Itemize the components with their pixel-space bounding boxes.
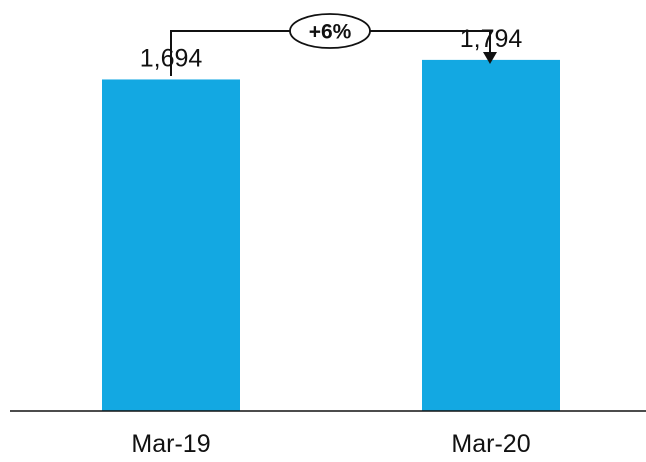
growth-annotation: +6% [170, 13, 497, 76]
bar-mar-19 [102, 79, 240, 412]
bars-group [102, 59, 560, 412]
category-labels: Mar-19 Mar-20 [131, 430, 530, 458]
category-label-mar-19: Mar-19 [131, 430, 210, 458]
growth-badge [289, 13, 371, 49]
category-label-mar-20: Mar-20 [451, 430, 530, 458]
value-label-mar-20: 1,794 [460, 25, 523, 53]
bar-mar-20 [422, 59, 560, 411]
arrowhead-icon [483, 52, 497, 64]
growth-label: +6% [309, 21, 352, 44]
